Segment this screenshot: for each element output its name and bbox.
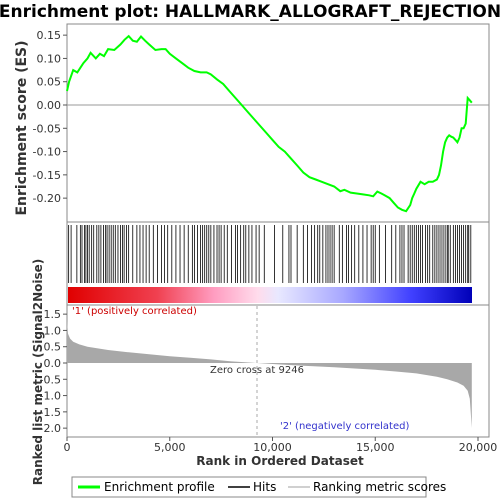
x-tick-label: 5,000 [154, 441, 186, 454]
metric-y-tick-label: -0.5 [40, 373, 61, 386]
es-y-tick-label: -0.05 [33, 122, 61, 135]
hit-markers [68, 225, 472, 283]
legend-label-enrichment: Enrichment profile [104, 480, 215, 494]
es-y-axis: 0.15 0.10 0.05 0.00 -0.05 -0.10 -0.15 -0.20 [33, 29, 67, 205]
metric-y-axis: 1.5 1.0 0.5 0.0 -0.5 -1.0 -1.5 -2.0 [40, 308, 67, 435]
x-tick-label: 20,000 [459, 441, 498, 454]
es-y-tick-label: -0.10 [33, 146, 61, 159]
metric-y-tick-label: 1.0 [44, 324, 62, 337]
metric-y-tick-label: -1.0 [40, 390, 61, 403]
x-axis: 0 5,000 10,000 15,000 20,000 [64, 437, 498, 454]
metric-y-label: Ranked list metric (Signal2Noise) [31, 259, 45, 486]
es-y-tick-label: -0.20 [33, 192, 61, 205]
legend-label-metric: Ranking metric scores [313, 480, 446, 494]
es-y-tick-label: 0.10 [37, 52, 62, 65]
pos-correlated-label: '1' (positively correlated) [72, 306, 197, 317]
legend-item-metric: Ranking metric scores [288, 480, 446, 494]
heat-bar [68, 287, 472, 303]
x-tick-label: 15,000 [356, 441, 395, 454]
legend-item-enrichment: Enrichment profile [78, 480, 215, 494]
metric-y-tick-label: 0.5 [44, 341, 62, 354]
metric-panel-frame [66, 304, 490, 438]
es-y-tick-label: 0.15 [37, 29, 62, 42]
metric-y-tick-label: -1.5 [40, 406, 61, 419]
metric-y-tick-label: 0.0 [44, 357, 62, 370]
metric-y-tick-label: 1.5 [44, 308, 62, 321]
es-y-tick-label: -0.15 [33, 169, 61, 182]
es-y-tick-label: 0.00 [37, 99, 62, 112]
neg-correlated-label: '2' (negatively correlated) [280, 421, 409, 432]
es-y-tick-label: 0.05 [37, 76, 62, 89]
es-panel-frame [66, 23, 490, 223]
x-axis-label: Rank in Ordered Dataset [196, 454, 364, 468]
legend-label-hits: Hits [253, 480, 276, 494]
legend-item-hits: Hits [228, 480, 276, 494]
chart-title: Enrichment plot: HALLMARK_ALLOGRAFT_REJE… [0, 2, 500, 22]
metric-y-tick-label: -2.0 [40, 422, 61, 435]
zero-cross-label: Zero cross at 9246 [210, 365, 304, 376]
es-y-label: Enrichment score (ES) [14, 40, 30, 215]
x-tick-label: 10,000 [253, 441, 292, 454]
x-tick-label: 0 [64, 441, 71, 454]
enrichment-profile-line [66, 34, 473, 213]
